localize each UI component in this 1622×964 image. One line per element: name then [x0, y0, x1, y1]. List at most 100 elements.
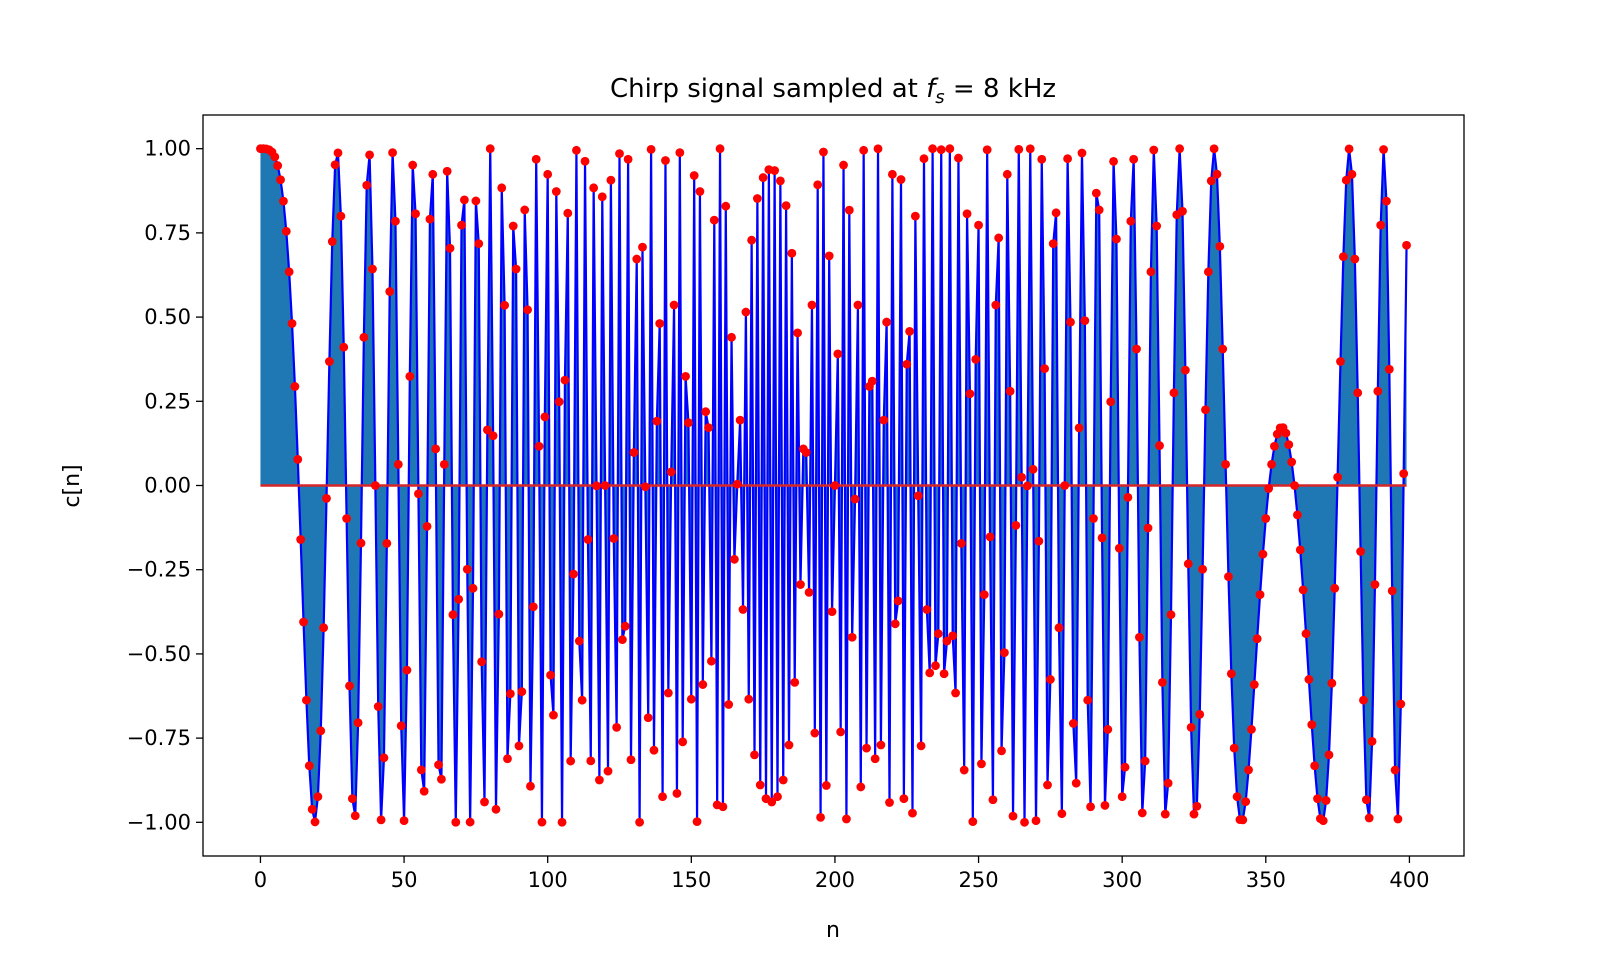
sample-marker: [477, 657, 487, 667]
sample-marker: [342, 514, 352, 523]
sample-marker: [551, 187, 561, 196]
sample-marker: [273, 161, 283, 170]
sample-marker: [310, 817, 320, 827]
sample-marker: [1336, 357, 1345, 366]
sample-marker: [893, 596, 903, 606]
sample-marker: [1120, 762, 1130, 772]
sample-marker: [879, 415, 889, 425]
sample-marker: [689, 171, 699, 180]
sample-marker: [965, 389, 975, 399]
x-axis: 0 50 100 150 200 250 300 350 400: [254, 856, 1429, 892]
signal-line: [260, 147, 1408, 824]
sample-marker: [520, 205, 530, 215]
sample-marker: [750, 750, 759, 760]
sample-marker: [945, 144, 955, 154]
sample-marker: [1135, 632, 1144, 642]
sample-marker: [678, 737, 688, 747]
sample-marker: [658, 792, 667, 802]
sample-marker: [629, 448, 639, 457]
sample-marker: [933, 629, 943, 639]
sample-marker: [1376, 220, 1386, 230]
sample-marker: [643, 713, 653, 723]
sample-marker: [359, 332, 369, 342]
sample-marker: [382, 539, 392, 548]
sample-marker: [1091, 188, 1101, 198]
sample-marker: [1022, 481, 1032, 491]
sample-marker: [442, 166, 452, 176]
sample-marker: [1353, 388, 1363, 398]
sample-marker: [393, 459, 403, 469]
sample-marker: [1195, 709, 1205, 719]
sample-marker: [994, 233, 1004, 243]
sample-marker: [652, 416, 662, 426]
sample-marker: [847, 632, 857, 642]
sample-marker: [959, 765, 969, 775]
y-tick-label: 1.00: [144, 137, 191, 161]
sample-marker: [1224, 572, 1233, 582]
sample-marker: [1301, 629, 1311, 639]
sample-marker: [425, 214, 435, 224]
sample-marker: [577, 695, 587, 705]
sample-marker: [468, 583, 478, 593]
sample-marker: [422, 522, 432, 531]
sample-marker: [1203, 267, 1213, 277]
sample-marker: [376, 815, 386, 825]
sample-marker: [1034, 536, 1044, 546]
sample-marker: [488, 431, 498, 441]
sample-marker: [982, 145, 992, 155]
sample-marker: [1333, 472, 1343, 482]
sample-marker: [1028, 464, 1038, 474]
sample-marker: [293, 455, 303, 464]
sample-marker: [715, 144, 725, 154]
sample-marker: [1186, 722, 1196, 732]
sample-marker: [574, 636, 584, 646]
sample-marker: [448, 610, 458, 620]
sample-marker: [956, 539, 966, 548]
y-tick-label: −1.00: [127, 810, 191, 834]
sample-marker: [873, 144, 883, 154]
sample-marker: [862, 743, 871, 753]
sample-marker: [735, 415, 745, 425]
sample-marker: [1066, 317, 1075, 327]
sample-marker: [411, 209, 420, 219]
sample-marker: [948, 631, 958, 641]
x-tick-label: 400: [1389, 868, 1429, 892]
sample-marker: [876, 740, 886, 750]
sample-marker: [1356, 547, 1365, 556]
sample-marker: [1089, 514, 1098, 523]
sample-marker: [296, 535, 306, 544]
sample-marker: [284, 267, 294, 277]
sample-marker: [353, 718, 363, 728]
sample-marker: [830, 481, 840, 490]
sample-marker: [1054, 623, 1064, 633]
sample-marker: [1264, 484, 1274, 493]
sample-marker: [1310, 761, 1320, 771]
sample-marker: [707, 656, 716, 666]
sample-marker: [1361, 795, 1371, 805]
sample-marker: [804, 588, 814, 597]
sample-marker: [497, 183, 507, 193]
sample-marker: [807, 300, 817, 310]
sample-marker: [1083, 695, 1093, 705]
sample-marker: [583, 535, 593, 544]
sample-marker: [1402, 240, 1411, 250]
sample-marker: [1109, 157, 1118, 166]
sample-marker: [1025, 144, 1035, 154]
sample-marker: [1218, 344, 1228, 354]
sample-marker: [968, 817, 978, 827]
sample-marker: [1157, 678, 1167, 687]
sample-marker: [1226, 669, 1236, 679]
sample-marker: [977, 759, 986, 769]
sample-marker: [595, 775, 604, 785]
sample-marker: [511, 264, 521, 274]
sample-marker: [752, 194, 762, 203]
sample-marker: [724, 700, 734, 709]
sample-marker: [434, 760, 443, 770]
sample-marker: [307, 804, 317, 814]
sample-marker: [597, 192, 607, 202]
sample-marker: [554, 397, 564, 407]
sample-marker: [747, 235, 757, 245]
sample-marker: [1183, 559, 1193, 569]
sample-marker: [974, 220, 983, 230]
sample-marker: [540, 412, 550, 422]
